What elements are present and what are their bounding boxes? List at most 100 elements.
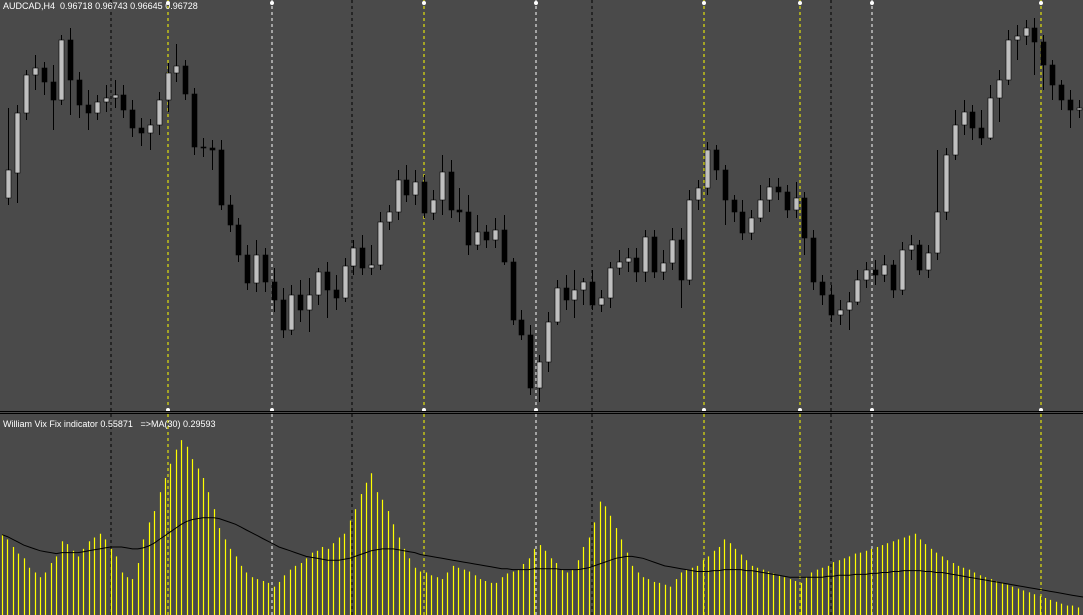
candle-body-66 (589, 281, 596, 306)
candle-body-73 (651, 236, 658, 273)
candle-body-81 (722, 169, 729, 201)
candle-body-6 (58, 39, 65, 101)
candle-body-63 (563, 287, 570, 301)
candle-body-68 (607, 267, 614, 299)
candle-body-75 (669, 239, 676, 264)
candle-body-112 (996, 79, 1003, 99)
candle-body-60 (536, 361, 543, 389)
candle-body-19 (173, 65, 180, 74)
candle-body-61 (545, 321, 552, 363)
candle-body-79 (704, 149, 711, 189)
candle-body-110 (978, 127, 985, 139)
candle-body-52 (465, 211, 472, 246)
candle-body-74 (660, 262, 667, 273)
candle-body-31 (280, 299, 287, 331)
white-vline-top-marker-1 (534, 1, 538, 5)
candle-body-64 (571, 289, 578, 301)
ma-label: =>MA(30) (140, 419, 181, 429)
candle-body-8 (76, 79, 83, 106)
candle-body-89 (793, 197, 800, 211)
close-value: 0.96728 (165, 1, 198, 11)
candle-body-94 (837, 309, 844, 316)
candle-body-9 (85, 104, 92, 114)
candle-body-53 (474, 231, 481, 246)
candle-body-121 (1076, 107, 1083, 111)
candle-body-48 (430, 199, 437, 214)
candle-body-97 (863, 269, 870, 281)
low-value: 0.96645 (130, 1, 163, 11)
candle-body-109 (969, 111, 976, 129)
candle-body-96 (854, 279, 861, 303)
candle-body-104 (925, 252, 932, 271)
candle-body-76 (678, 239, 685, 281)
candle-body-70 (625, 257, 632, 263)
symbol-ohlc-label: AUDCAD,H4 0.96718 0.96743 0.96645 0.9672… (3, 1, 198, 11)
candle-body-5 (50, 81, 57, 101)
candle-body-87 (775, 186, 782, 193)
candle-body-71 (633, 257, 640, 273)
candle-body-80 (713, 149, 720, 171)
candle-body-39 (350, 247, 357, 267)
candle-body-116 (1031, 27, 1038, 43)
candle-body-117 (1040, 41, 1047, 66)
candle-body-59 (527, 334, 534, 389)
candle-body-55 (492, 229, 499, 241)
candle-body-43 (386, 211, 393, 223)
high-value: 0.96743 (95, 1, 128, 11)
candle-body-23 (209, 147, 216, 151)
candle-body-78 (695, 187, 702, 201)
candle-body-92 (819, 281, 826, 296)
candle-body-0 (5, 169, 12, 199)
candle-body-120 (1067, 99, 1074, 111)
candle-body-83 (739, 211, 746, 234)
candle-body-41 (368, 264, 375, 269)
candle-body-21 (191, 93, 198, 148)
candle-body-4 (41, 67, 48, 83)
candle-body-115 (1023, 27, 1030, 37)
candle-body-85 (757, 199, 764, 219)
candle-body-100 (890, 264, 897, 291)
candle-body-32 (288, 294, 295, 331)
candle-body-118 (1049, 64, 1056, 86)
candle-body-72 (642, 236, 649, 273)
candle-body-62 (554, 287, 561, 323)
yellow-vline-top-marker-1 (422, 1, 426, 5)
candle-body-69 (616, 261, 623, 269)
ma-value: 0.29593 (182, 419, 216, 429)
candle-body-67 (598, 297, 605, 306)
candle-body-30 (271, 281, 278, 301)
candle-body-34 (306, 294, 313, 311)
candle-body-82 (731, 199, 738, 213)
candle-body-106 (943, 154, 950, 213)
candle-body-13 (120, 94, 127, 111)
candle-body-7 (67, 39, 74, 81)
candle-body-93 (828, 294, 835, 316)
candle-body-18 (165, 72, 172, 101)
candle-body-12 (112, 94, 119, 99)
candle-body-25 (227, 204, 234, 226)
candle-body-54 (483, 231, 490, 241)
candle-body-10 (94, 101, 101, 114)
ma-line (1, 517, 1083, 598)
candle-body-51 (456, 209, 463, 213)
candle-body-101 (899, 249, 906, 291)
candle-body-113 (1005, 39, 1012, 81)
candle-body-42 (377, 221, 384, 266)
candle-body-1 (14, 112, 21, 174)
candle-body-15 (138, 127, 145, 134)
candle-body-111 (987, 97, 994, 139)
candle-body-16 (147, 124, 154, 134)
indicator-label: William Vix Fix indicator 0.55871 =>MA(3… (3, 419, 216, 429)
candle-body-119 (1058, 84, 1065, 101)
candle-body-26 (235, 224, 242, 256)
candle-body-14 (129, 109, 136, 129)
candle-body-95 (846, 301, 853, 311)
candle-body-57 (510, 261, 517, 321)
candle-body-108 (961, 111, 968, 126)
candle-body-45 (403, 179, 410, 196)
candle-body-2 (23, 74, 30, 114)
candle-body-107 (952, 124, 959, 156)
candle-body-102 (908, 244, 915, 251)
candle-body-35 (315, 271, 322, 296)
